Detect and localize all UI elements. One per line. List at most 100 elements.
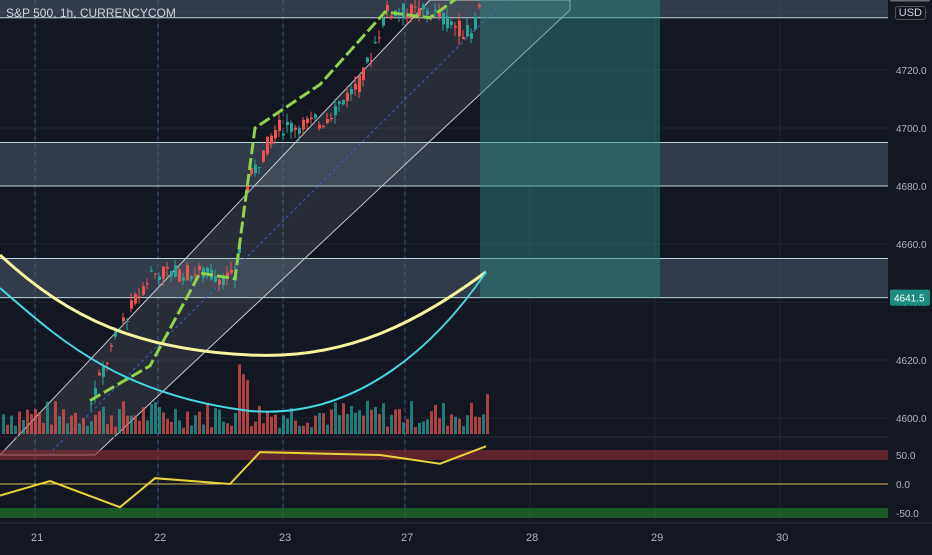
volume-bar: [486, 394, 489, 434]
volume-bar: [394, 409, 397, 434]
time-tick-label: 29: [651, 532, 663, 544]
volume-bar: [314, 415, 317, 434]
support-zone: [0, 258, 888, 298]
volume-bar: [26, 409, 29, 434]
candle: [414, 6, 417, 8]
candle: [142, 286, 145, 295]
volume-bar: [198, 411, 201, 434]
volume-bar: [462, 426, 465, 434]
osc-tick-label: 0.0: [896, 480, 910, 491]
candle: [442, 13, 445, 25]
volume-bar: [270, 416, 273, 434]
volume-bar: [190, 425, 193, 434]
volume-bar: [322, 413, 325, 434]
candle: [214, 276, 217, 283]
volume-bar: [146, 420, 149, 434]
volume-bar: [34, 409, 37, 434]
time-tick-label: 28: [526, 532, 538, 544]
volume-bar: [6, 424, 9, 434]
volume-bar: [18, 411, 21, 434]
volume-bar: [10, 415, 13, 434]
candle: [94, 388, 97, 396]
candle: [478, 4, 481, 7]
candle: [382, 18, 385, 26]
volume-bar: [302, 425, 305, 434]
time-tick-label: 30: [776, 532, 788, 544]
time-tick-label: 21: [31, 532, 43, 544]
candle: [246, 186, 249, 192]
candle: [474, 16, 477, 30]
candle: [262, 150, 265, 162]
volume-bar: [102, 406, 105, 434]
candle: [362, 67, 365, 81]
candle: [206, 267, 209, 275]
volume-bar: [438, 418, 441, 434]
volume-bar: [398, 409, 401, 434]
volume-bar: [250, 426, 253, 434]
candle: [254, 164, 257, 174]
volume-bar: [62, 409, 65, 434]
candle: [178, 269, 181, 282]
candle: [370, 60, 373, 62]
candle: [354, 83, 357, 90]
candle: [386, 5, 389, 12]
currency-badge[interactable]: USD: [894, 6, 926, 20]
price-tick-label: 4620.0: [896, 356, 927, 367]
osc-tick-label: -50.0: [896, 509, 919, 520]
volume-bar: [266, 410, 269, 434]
candle: [298, 128, 301, 134]
candle: [250, 168, 253, 175]
price-tick-label: 4720.0: [896, 66, 927, 77]
candle: [306, 118, 309, 123]
candle: [150, 270, 153, 272]
oversold-band: [0, 508, 888, 518]
candle: [346, 93, 349, 102]
volume-bar: [114, 426, 117, 434]
volume-bar: [134, 415, 137, 434]
volume-bar: [338, 415, 341, 434]
volume-bar: [14, 425, 17, 434]
volume-bar: [58, 416, 61, 434]
volume-bar: [46, 401, 49, 434]
volume-bar: [382, 403, 385, 434]
candle: [450, 21, 453, 25]
candle: [174, 265, 177, 277]
volume-bar: [378, 413, 381, 434]
volume-bar: [38, 412, 41, 434]
volume-bar: [310, 427, 313, 434]
volume-bar: [298, 425, 301, 434]
fast-average-curve: [0, 271, 487, 413]
candle: [158, 276, 161, 281]
volume-bar: [66, 423, 69, 434]
volume-bar: [214, 408, 217, 434]
volume-bar: [30, 414, 33, 434]
candle: [230, 269, 233, 273]
candle: [426, 10, 429, 15]
volume-bar: [274, 414, 277, 434]
volume-bar: [478, 417, 481, 434]
candle: [226, 272, 229, 279]
level-price-tag: 4751.2: [894, 0, 925, 1]
candle: [454, 26, 457, 28]
candle: [238, 245, 241, 253]
volume-bar: [410, 401, 413, 434]
price-tick-label: 4680.0: [896, 182, 927, 193]
candle: [338, 101, 341, 104]
oscillator-line: [0, 445, 487, 509]
candle: [130, 300, 133, 309]
volume-bar: [218, 409, 221, 434]
volume-bar: [334, 402, 337, 434]
candle: [154, 273, 157, 275]
volume-bar: [206, 402, 209, 434]
volume-bar: [2, 414, 5, 434]
price-axis: [888, 0, 932, 550]
candle: [138, 296, 141, 298]
volume-bar: [210, 427, 213, 434]
volume-bar: [246, 380, 249, 434]
volume-bar: [194, 415, 197, 434]
volume-bar: [362, 415, 365, 434]
volume-bar: [90, 421, 93, 434]
candle: [162, 266, 165, 279]
